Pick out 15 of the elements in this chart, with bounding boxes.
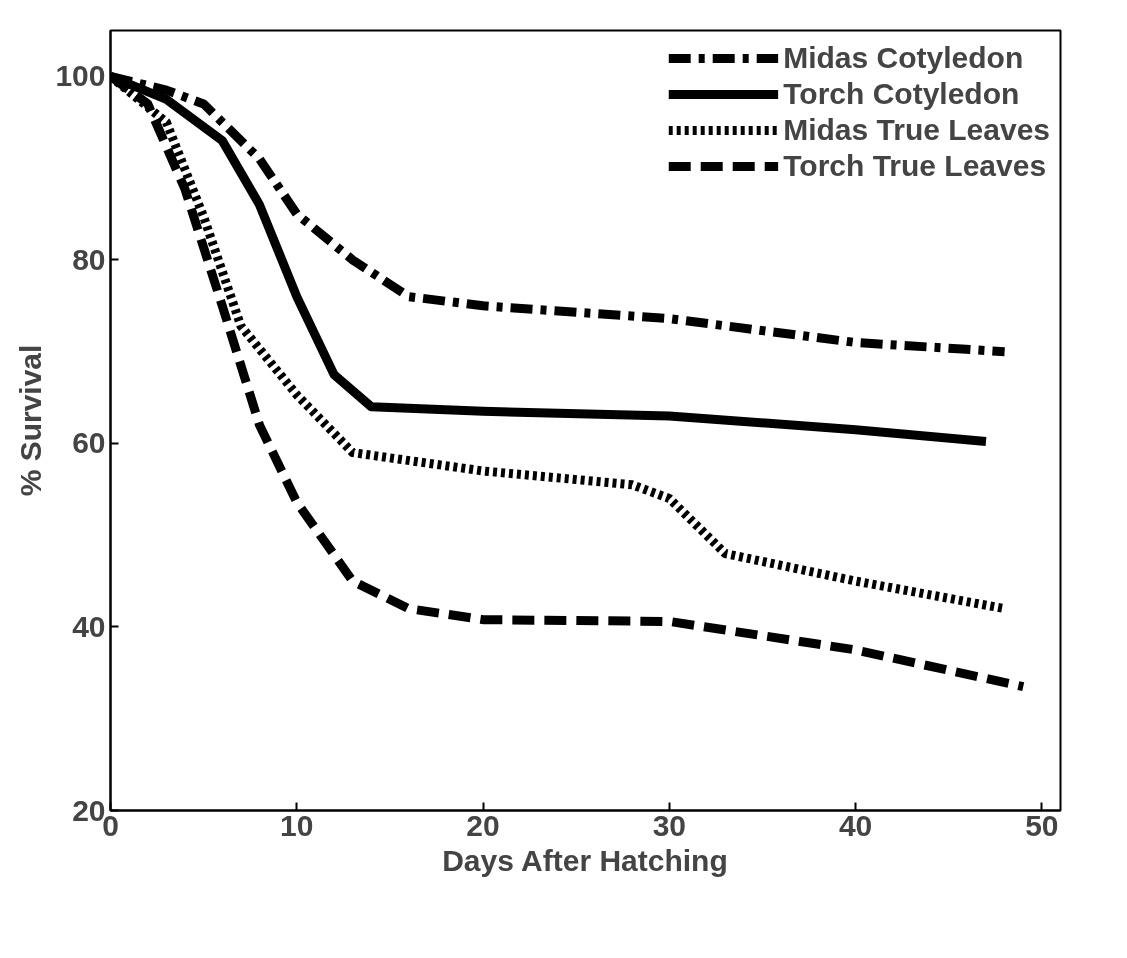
legend-label: Torch True Leaves	[783, 148, 1047, 184]
x-tick-label: 40	[838, 808, 873, 842]
x-tick-label: 30	[652, 808, 687, 842]
x-tick-label: 50	[1025, 808, 1059, 842]
y-tick-label: 40	[72, 609, 106, 643]
y-axis-title: % Survival	[14, 344, 48, 497]
legend-label: Midas True Leaves	[783, 112, 1050, 148]
y-tick-label: 60	[72, 426, 106, 460]
x-tick-label: 10	[280, 808, 314, 842]
x-axis-title: Days After Hatching	[442, 843, 728, 877]
legend-label: Midas Cotyledon	[783, 40, 1024, 76]
y-tick-label: 80	[72, 242, 106, 276]
x-tick-label: 20	[466, 808, 500, 842]
legend-label: Torch Cotyledon	[783, 76, 1020, 112]
y-tick-label: 100	[55, 59, 106, 93]
